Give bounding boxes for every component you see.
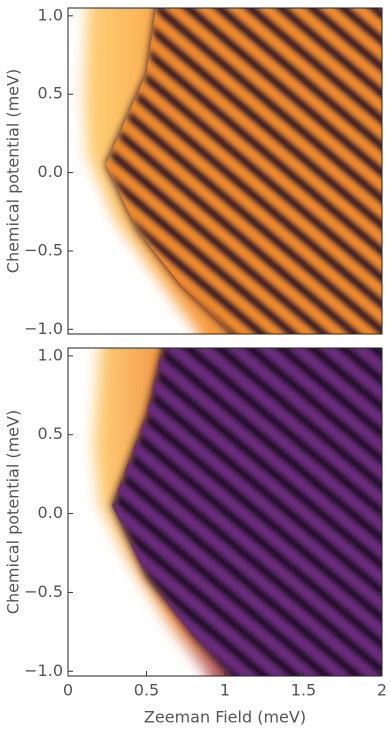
y-tick-label: 0.0: [38, 162, 63, 181]
stripe: [249, 8, 382, 334]
stripe: [105, 8, 356, 334]
y-tick-label: 0.5: [38, 424, 63, 443]
x-tick-label: 0.5: [134, 681, 159, 700]
stripe: [112, 348, 382, 676]
x-tick-label: 0: [63, 681, 73, 700]
y-tick-label: −1.0: [24, 319, 63, 338]
stripe: [112, 348, 382, 676]
y-axis-label: Chemical potential (meV): [4, 410, 23, 614]
stripe: [112, 348, 265, 676]
heatmap: [68, 348, 382, 676]
stripe: [218, 8, 382, 334]
stripe: [156, 348, 382, 676]
x-tick-label: 1.5: [291, 681, 316, 700]
stripe: [112, 348, 382, 676]
y-tick-label: 0.0: [38, 503, 63, 522]
stripe: [105, 8, 382, 334]
stripe: [249, 348, 382, 676]
stripe: [105, 8, 263, 334]
stripe: [156, 8, 382, 334]
stripe: [125, 8, 382, 334]
x-tick-label: 1: [220, 681, 230, 700]
x-axis-label: Zeeman Field (meV): [144, 708, 306, 727]
stripe: [105, 8, 382, 334]
stripe: [105, 8, 325, 334]
frame: [67, 7, 383, 335]
x-tick-label: 2: [377, 681, 387, 700]
y-tick-label: −0.5: [24, 582, 63, 601]
heatmap: [68, 8, 382, 334]
y-tick-label: 1.0: [38, 345, 63, 364]
stripe: [105, 8, 382, 334]
stripe: [112, 348, 296, 676]
y-tick-label: 0.5: [38, 84, 63, 103]
y-tick-label: 1.0: [38, 5, 63, 24]
stripe: [105, 8, 294, 334]
stripe: [112, 348, 382, 676]
y-tick-label: −1.0: [24, 661, 63, 680]
stripe: [187, 348, 382, 676]
y-axis-label: Chemical potential (meV): [4, 69, 23, 273]
stripe: [112, 348, 327, 676]
stripe: [280, 8, 382, 334]
stripe: [125, 348, 382, 676]
stripe: [105, 8, 382, 334]
stripe: [218, 348, 382, 676]
y-tick-label: −0.5: [24, 240, 63, 259]
stripe: [187, 8, 382, 334]
stripe: [112, 348, 358, 676]
stripe: [280, 348, 382, 676]
